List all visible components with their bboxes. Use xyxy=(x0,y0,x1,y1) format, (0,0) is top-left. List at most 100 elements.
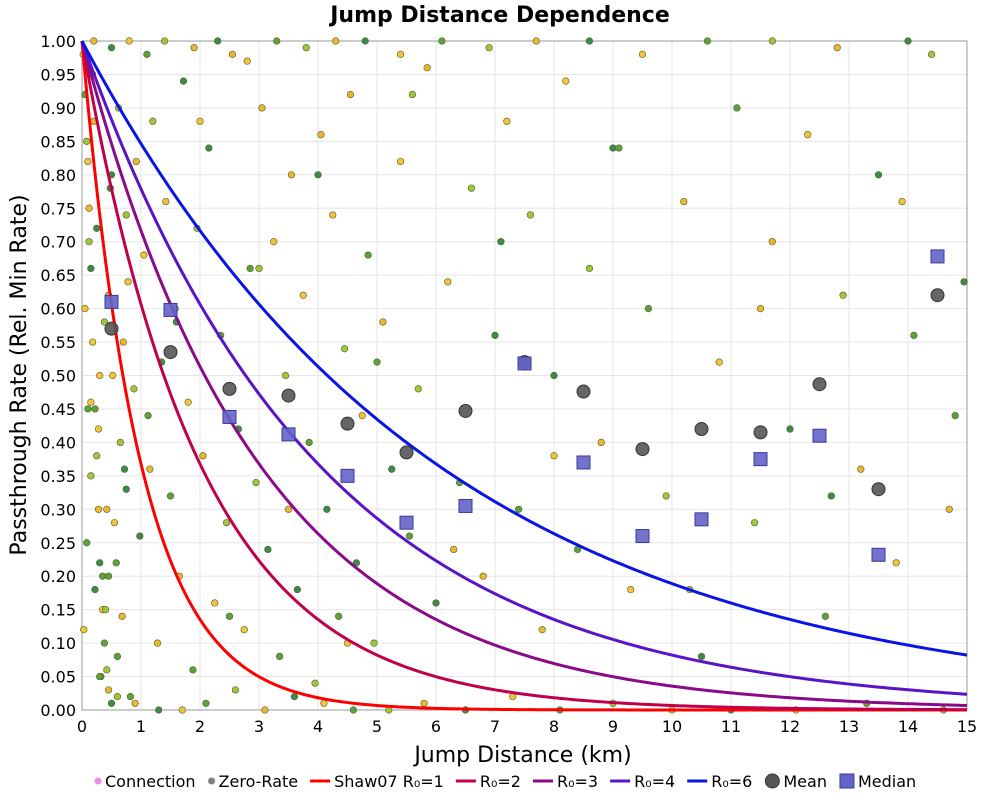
scatter-point xyxy=(317,131,325,139)
scatter-point xyxy=(414,385,422,393)
scatter-point xyxy=(379,318,387,326)
scatter-point xyxy=(110,519,119,527)
curve-line xyxy=(80,40,968,696)
legend-label: Median xyxy=(858,772,916,791)
scatter-point xyxy=(839,291,847,299)
scatter-point xyxy=(945,505,953,513)
y-tick-label: 1.00 xyxy=(40,32,76,51)
scatter-point xyxy=(960,278,968,286)
legend-marker xyxy=(764,773,780,789)
scatter-point xyxy=(122,485,130,493)
y-tick-label: 0.40 xyxy=(40,433,76,452)
scatter-point xyxy=(85,238,93,246)
scatter-point xyxy=(243,57,251,65)
scatter-point xyxy=(166,492,175,500)
curve-line xyxy=(80,40,968,657)
y-tick-label: 0.60 xyxy=(40,300,76,319)
mean-marker xyxy=(635,442,650,457)
scatter-point xyxy=(146,465,154,473)
scatter-point xyxy=(113,652,121,661)
scatter-point xyxy=(190,44,198,52)
mean-marker xyxy=(340,416,355,431)
scatter-point xyxy=(100,639,109,647)
legend-item: R₀=4 xyxy=(610,772,675,791)
median-marker xyxy=(340,468,355,483)
scatter-point xyxy=(423,64,431,72)
scatter-point xyxy=(149,117,157,125)
scatter-point xyxy=(89,338,97,346)
scatter-point xyxy=(199,452,207,460)
scatter-point xyxy=(514,505,523,513)
legend-label: Zero-Rate xyxy=(219,772,299,791)
scatter-point xyxy=(270,238,278,246)
x-tick-label: 9 xyxy=(608,717,618,736)
scatter-point xyxy=(479,572,487,580)
scatter-point xyxy=(750,519,759,527)
scatter-point xyxy=(119,338,127,346)
x-tick-label: 3 xyxy=(254,717,264,736)
scatter-point xyxy=(680,197,688,206)
scatter-point xyxy=(910,331,918,339)
scatter-point xyxy=(84,405,92,413)
scatter-point xyxy=(222,519,231,527)
scatter-point xyxy=(101,606,110,614)
scatter-point xyxy=(80,626,88,634)
scatter-point xyxy=(703,37,712,45)
legend-item: Zero-Rate xyxy=(208,772,298,791)
scatter-point xyxy=(107,699,116,707)
scatter-point xyxy=(467,184,476,192)
legend-label: Mean xyxy=(783,772,827,791)
x-axis-label: Jump Distance (km) xyxy=(412,743,631,768)
scatter-point xyxy=(113,693,121,701)
scatter-point xyxy=(103,505,111,513)
scatter-point xyxy=(214,37,222,45)
median-marker xyxy=(222,409,237,424)
scatter-point xyxy=(261,706,269,714)
mean-marker xyxy=(399,445,414,460)
scatter-point xyxy=(84,157,92,166)
y-tick-label: 0.65 xyxy=(40,266,76,285)
scatter-point xyxy=(874,171,883,179)
scatter-point xyxy=(273,37,281,45)
legend-marker xyxy=(839,773,855,789)
scatter-point xyxy=(405,532,414,540)
scatter-point xyxy=(299,291,307,299)
y-tick-label: 0.00 xyxy=(40,701,76,720)
scatter-point xyxy=(225,612,234,620)
scatter-point xyxy=(497,238,505,246)
scatter-point xyxy=(83,137,91,145)
scatter-point xyxy=(804,131,812,139)
x-ticks: 0 1 2 3 4 5 6 7 8 9 10 11 12 13 14 15 xyxy=(77,717,977,736)
x-tick-label: 2 xyxy=(195,717,205,736)
scatter-point xyxy=(90,37,98,45)
scatter-point xyxy=(408,90,417,99)
scatter-point xyxy=(388,465,396,473)
scatter-point xyxy=(255,264,263,273)
x-tick-label: 8 xyxy=(549,717,559,736)
scatter-point xyxy=(340,345,349,353)
median-marker xyxy=(281,427,296,442)
mean-marker xyxy=(163,345,178,360)
scatter-point xyxy=(87,398,95,406)
median-marker xyxy=(871,547,886,562)
scatter-point xyxy=(104,686,113,694)
median-marker xyxy=(517,356,532,371)
legend-label: R₀=6 xyxy=(711,772,752,791)
scatter-point xyxy=(202,699,210,707)
mean-marker xyxy=(458,403,473,418)
scatter-point xyxy=(109,371,117,380)
scatter-point xyxy=(281,371,290,380)
legend-label: R₀=2 xyxy=(480,772,521,791)
median-marker xyxy=(812,428,827,443)
scatter-point xyxy=(228,50,237,58)
legend-item: Mean xyxy=(764,772,827,791)
median-marker xyxy=(163,302,178,317)
scatter-point xyxy=(302,44,310,52)
x-tick-label: 14 xyxy=(898,717,918,736)
scatter-point xyxy=(126,693,134,701)
scatter-point xyxy=(124,278,132,286)
scatter-point xyxy=(450,545,458,554)
scatter-point xyxy=(503,117,511,125)
